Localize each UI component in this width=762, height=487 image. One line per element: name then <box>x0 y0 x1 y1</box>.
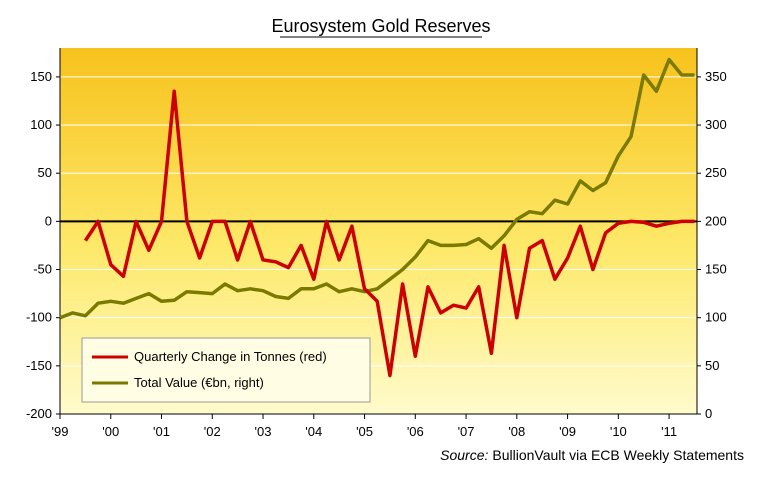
x-tick-label-1: '00 <box>102 424 119 439</box>
right-tick-label-3: 150 <box>705 262 727 277</box>
chart-title: Eurosystem Gold Reserves <box>271 16 490 36</box>
left-tick-label-2: -100 <box>26 310 52 325</box>
right-tick-label-7: 350 <box>705 69 727 84</box>
x-tick-label-7: '06 <box>407 424 424 439</box>
legend: Quarterly Change in Tonnes (red) Total V… <box>81 337 371 403</box>
legend-box <box>81 337 371 403</box>
x-tick-label-11: '10 <box>610 424 627 439</box>
right-tick-label-5: 250 <box>705 165 727 180</box>
quarterly-change-line <box>83 89 695 378</box>
right-tick-label-4: 200 <box>705 213 727 228</box>
left-tick-label-7: 150 <box>30 69 52 84</box>
left-tick-label-0: -200 <box>26 406 52 421</box>
series-layer <box>59 57 695 378</box>
axes <box>56 48 701 419</box>
tick-labels: -200 -150 -100 -50 0 50 100 150 0 50 100 150 200 250 3… <box>26 69 727 439</box>
source-note: Source: BullionVault via ECB Weekly State… <box>440 447 744 463</box>
left-tick-label-6: 100 <box>30 117 52 132</box>
left-tick-label-4: 0 <box>45 213 52 228</box>
x-tick-label-3: '02 <box>204 424 221 439</box>
total-value-line <box>59 57 695 320</box>
right-tick-label-1: 50 <box>705 358 719 373</box>
right-tick-label-2: 100 <box>705 310 727 325</box>
left-tick-label-5: 50 <box>38 165 52 180</box>
right-tick-label-6: 300 <box>705 117 727 132</box>
right-tick-label-0: 0 <box>705 406 712 421</box>
source-text: BullionVault via ECB Weekly Statements <box>492 447 744 463</box>
source-label: Source: <box>440 447 488 463</box>
legend-label-quarterly-change: Quarterly Change in Tonnes (red) <box>134 349 327 364</box>
legend-label-total-value: Total Value (€bn, right) <box>134 375 264 390</box>
x-tick-label-4: '03 <box>255 424 272 439</box>
x-tick-label-9: '08 <box>508 424 525 439</box>
x-tick-label-0: '99 <box>52 424 69 439</box>
x-tick-label-10: '09 <box>559 424 576 439</box>
x-tick-label-5: '04 <box>305 424 322 439</box>
x-tick-label-8: '07 <box>458 424 475 439</box>
x-tick-label-2: '01 <box>153 424 170 439</box>
x-tick-label-12: '11 <box>661 424 677 439</box>
left-tick-label-3: -50 <box>33 262 52 277</box>
left-tick-label-1: -150 <box>26 358 52 373</box>
x-tick-label-6: '05 <box>356 424 373 439</box>
